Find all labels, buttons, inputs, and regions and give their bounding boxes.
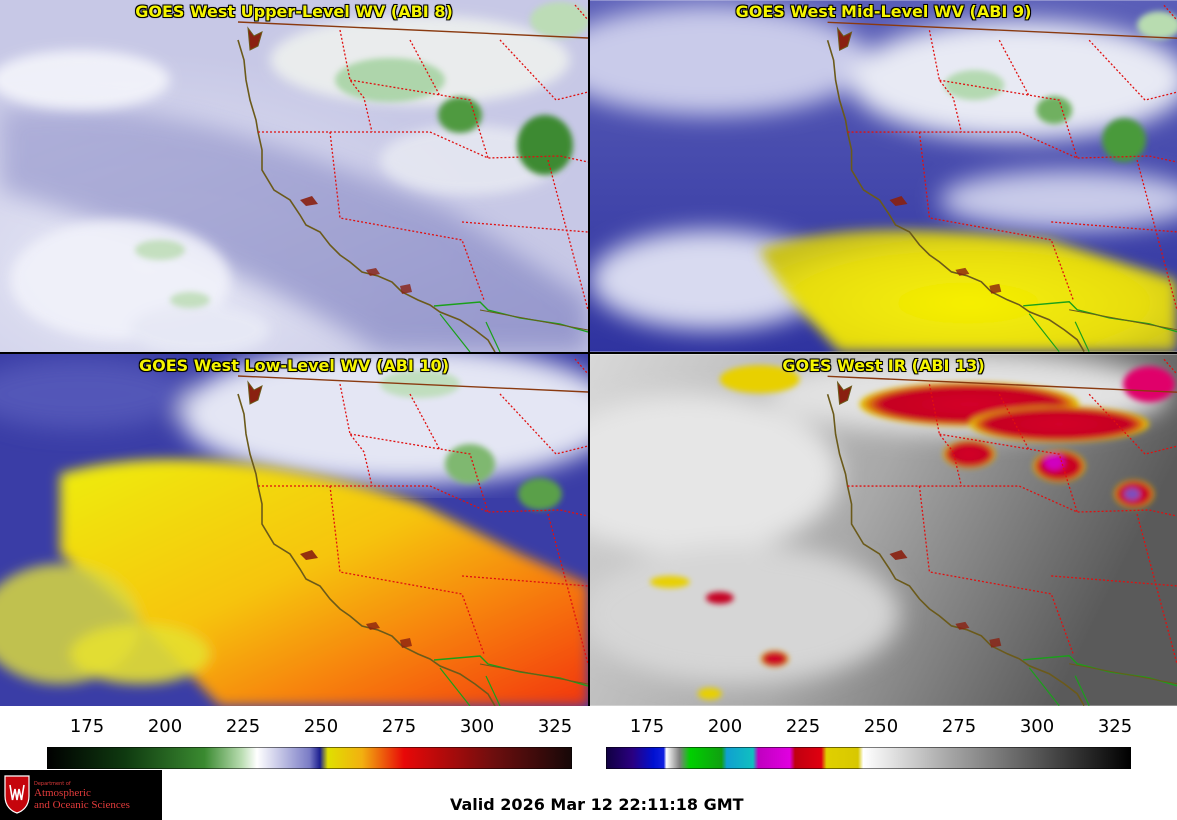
ir-tick-label: 225 [785, 716, 821, 737]
ir-colorbar [606, 747, 1131, 769]
low-level-wv-image [0, 354, 588, 706]
logo-line2: Atmospheric and Oceanic Sciences [34, 787, 130, 811]
wv-tick-label: 325 [537, 716, 573, 737]
wv-colorbar-tick-labels: 175 200 225 250 275 300 325 [0, 716, 590, 740]
panel-low-level-wv: GOES West Low-Level WV (ABI 10) [0, 354, 588, 706]
wv-tick-label: 200 [147, 716, 183, 737]
ir-tick-label: 325 [1097, 716, 1133, 737]
logo-line2-text: Atmospheric [34, 787, 91, 799]
ir-tick-label: 175 [629, 716, 665, 737]
wv-tick-label: 250 [303, 716, 339, 737]
ir-tick-label: 200 [707, 716, 743, 737]
logo-line1: Department of [34, 781, 71, 787]
wv-tick-label: 175 [69, 716, 105, 737]
logo-line3-text: and Oceanic Sciences [34, 799, 130, 811]
panel-ir: GOES West IR (ABI 13) [590, 354, 1177, 706]
wv-tick-label: 300 [459, 716, 495, 737]
wv-tick-label: 275 [381, 716, 417, 737]
ir-colorbar-tick-labels: 175 200 225 250 275 300 325 [590, 716, 1177, 740]
ir-tick-label: 300 [1019, 716, 1055, 737]
panel-divider-horizontal [0, 352, 1177, 354]
panel-title: GOES West Upper-Level WV (ABI 8) [135, 2, 453, 21]
panel-title: GOES West IR (ABI 13) [782, 356, 985, 375]
wv-colorbar [47, 747, 572, 769]
panel-title: GOES West Mid-Level WV (ABI 9) [735, 2, 1032, 21]
aos-logo: Department of Atmospheric and Oceanic Sc… [0, 770, 162, 820]
upper-level-wv-image [0, 0, 588, 352]
valid-time: Valid 2026 Mar 12 22:11:18 GMT [450, 795, 744, 814]
panel-upper-level-wv: GOES West Upper-Level WV (ABI 8) [0, 0, 588, 352]
wv-tick-label: 225 [225, 716, 261, 737]
ir-image [590, 354, 1177, 706]
panel-mid-level-wv: GOES West Mid-Level WV (ABI 9) [590, 0, 1177, 352]
uw-crest-icon [4, 775, 30, 814]
panel-title: GOES West Low-Level WV (ABI 10) [138, 356, 449, 375]
mid-level-wv-image [590, 0, 1177, 352]
ir-tick-label: 250 [863, 716, 899, 737]
ir-tick-label: 275 [941, 716, 977, 737]
